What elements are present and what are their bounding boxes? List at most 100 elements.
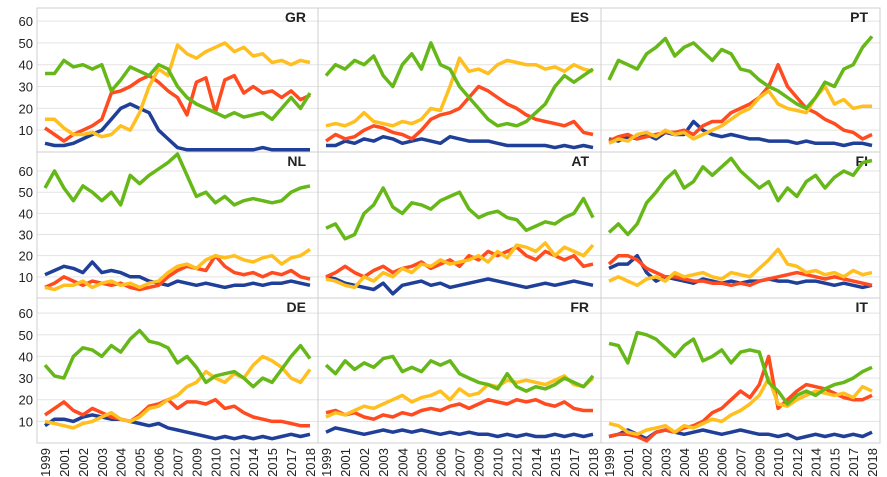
- x-tick-label: 2004: [677, 448, 692, 477]
- x-tick-label: 2006: [152, 448, 167, 477]
- panel-frame: [36, 151, 319, 299]
- series-line: [608, 330, 873, 406]
- y-tick-label: 40: [19, 58, 33, 73]
- y-tick-label: 60: [19, 14, 33, 29]
- x-tick-label: 2007: [171, 448, 186, 477]
- x-tick-label: 1999: [319, 448, 334, 477]
- x-tick-label: 2017: [846, 448, 861, 477]
- x-tick-label: 2007: [453, 448, 468, 477]
- x-tick-label: 2004: [114, 448, 129, 477]
- x-tick-label: 2005: [133, 448, 148, 477]
- series-line: [608, 354, 873, 443]
- series-line: [325, 245, 594, 279]
- series-line: [325, 426, 594, 439]
- series-line: [608, 376, 873, 437]
- x-tick-label: 2005: [696, 448, 711, 477]
- y-tick-label: 50: [19, 36, 33, 51]
- panel-title: FR: [570, 299, 589, 315]
- panel-title: IT: [856, 299, 869, 315]
- panel-title: GR: [285, 9, 306, 25]
- x-tick-label: 2001: [57, 448, 72, 477]
- series-line: [44, 354, 312, 430]
- x-tick-label: 2007: [734, 448, 749, 477]
- series-line: [44, 247, 311, 292]
- y-tick-label: 30: [19, 371, 33, 386]
- panel-title: DE: [287, 299, 306, 315]
- series-line: [44, 413, 311, 441]
- x-tick-label: 2003: [376, 448, 391, 477]
- series-line: [44, 260, 311, 290]
- x-tick-label: 2009: [752, 448, 767, 477]
- y-tick-label: 10: [19, 270, 33, 285]
- x-tick-label: 2012: [227, 448, 242, 477]
- series-line: [607, 156, 873, 237]
- panel-title: ES: [570, 9, 589, 25]
- y-tick-label: 40: [19, 206, 33, 221]
- x-tick-label: 2003: [95, 448, 110, 477]
- x-tick-label: 2005: [414, 448, 429, 477]
- series-line: [325, 374, 595, 419]
- x-tick-label: 2017: [284, 448, 299, 477]
- series-line: [43, 152, 311, 207]
- x-tick-label: 2018: [586, 448, 601, 477]
- y-tick-label: 60: [19, 306, 33, 321]
- x-tick-label: 2014: [529, 448, 544, 477]
- x-tick-label: 2012: [510, 448, 525, 477]
- series-line: [324, 41, 594, 128]
- x-tick-label: 2010: [491, 448, 506, 477]
- x-tick-label: 2006: [715, 448, 730, 477]
- x-tick-label: 2018: [865, 448, 880, 477]
- y-tick-label: 50: [19, 328, 33, 343]
- y-tick-label: 30: [19, 80, 33, 95]
- x-tick-label: 2015: [265, 448, 280, 477]
- y-tick-label: 20: [19, 249, 33, 264]
- series-line: [43, 328, 312, 389]
- series-line: [45, 41, 311, 139]
- y-tick-label: 40: [19, 349, 33, 364]
- series-line: [44, 73, 311, 143]
- y-tick-label: 10: [19, 123, 33, 138]
- x-tick-label: 1999: [602, 448, 617, 477]
- x-tick-label: 2001: [338, 448, 353, 477]
- x-tick-label: 2010: [208, 448, 223, 477]
- series-line: [44, 253, 311, 292]
- x-tick-label: 1999: [38, 448, 53, 477]
- x-tick-label: 2006: [433, 448, 448, 477]
- series-line: [325, 84, 594, 143]
- series-line: [325, 397, 593, 421]
- x-tick-label: 2010: [771, 448, 786, 477]
- x-tick-label: 2009: [472, 448, 487, 477]
- x-tick-label: 2014: [246, 448, 261, 477]
- series-line: [325, 186, 595, 241]
- y-tick-label: 30: [19, 228, 33, 243]
- series-line: [608, 84, 872, 145]
- x-tick-label: 2004: [395, 448, 410, 477]
- y-tick-label: 20: [19, 101, 33, 116]
- x-tick-label: 2001: [621, 448, 636, 477]
- series-line: [607, 253, 873, 288]
- x-tick-label: 2012: [790, 448, 805, 477]
- y-tick-label: 60: [19, 164, 33, 179]
- series-line: [325, 241, 595, 290]
- panel-title: PT: [850, 9, 868, 25]
- series-line: [45, 58, 312, 122]
- y-tick-label: 10: [19, 414, 33, 429]
- panel-title: AT: [571, 153, 589, 169]
- x-tick-label: 2015: [827, 448, 842, 477]
- series-line: [324, 354, 595, 393]
- series-line: [326, 134, 594, 150]
- x-tick-label: 2009: [189, 448, 204, 477]
- series-line: [608, 119, 873, 148]
- series-line: [608, 247, 873, 288]
- x-tick-label: 2015: [548, 448, 563, 477]
- series-line: [44, 397, 310, 428]
- y-tick-label: 50: [19, 185, 33, 200]
- series-line: [44, 102, 310, 152]
- panel-frame: [600, 297, 881, 444]
- series-line: [607, 35, 874, 111]
- y-tick-label: 20: [19, 393, 33, 408]
- x-tick-label: 2002: [640, 448, 655, 477]
- series-line: [325, 275, 594, 296]
